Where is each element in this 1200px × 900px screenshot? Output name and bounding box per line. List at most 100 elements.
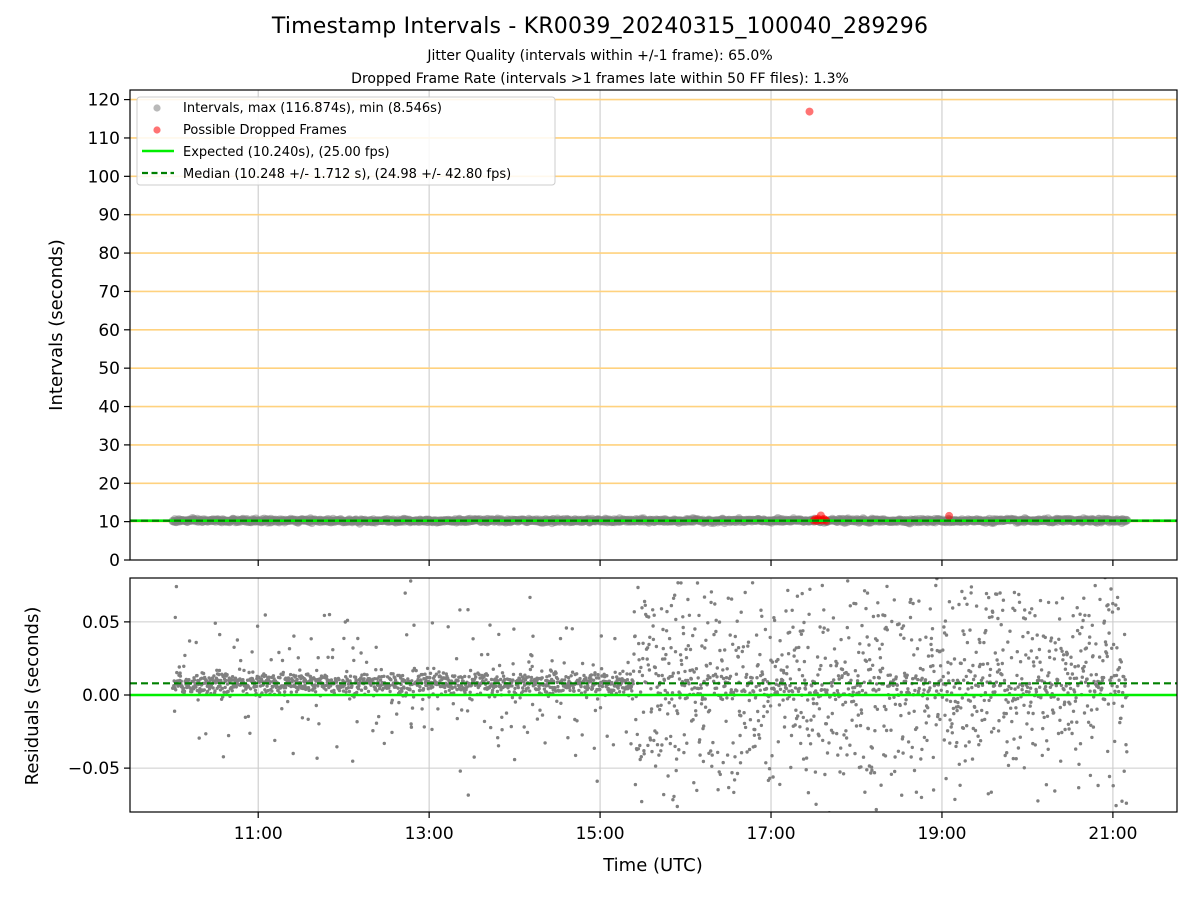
- residual-point: [405, 633, 409, 637]
- residual-point: [500, 671, 505, 675]
- residual-point: [1036, 799, 1040, 803]
- residual-point: [694, 667, 699, 671]
- residual-point: [579, 684, 583, 689]
- residual-point: [420, 672, 425, 677]
- residual-point: [885, 584, 889, 589]
- residual-point: [956, 704, 960, 709]
- residual-point: [566, 736, 570, 740]
- residual-point: [1059, 646, 1063, 651]
- residual-point: [672, 794, 676, 799]
- residual-point: [653, 665, 657, 670]
- residual-point: [1026, 841, 1029, 844]
- residual-point: [558, 636, 563, 641]
- residual-point: [714, 686, 719, 690]
- residual-point: [938, 717, 942, 722]
- residual-point: [873, 729, 877, 733]
- residual-point: [976, 684, 981, 688]
- residual-point: [893, 702, 898, 706]
- residual-point: [1017, 600, 1022, 604]
- residual-point: [1060, 730, 1064, 735]
- residual-point: [234, 685, 238, 689]
- residual-point: [591, 663, 595, 667]
- residual-point: [537, 686, 541, 691]
- residual-point: [776, 657, 780, 662]
- residual-point: [936, 712, 940, 717]
- residual-point: [1020, 684, 1025, 688]
- residual-point: [458, 769, 462, 773]
- residual-point: [973, 705, 977, 709]
- residual-point: [716, 788, 720, 792]
- residual-point: [631, 682, 635, 686]
- residual-point: [735, 689, 739, 693]
- residual-point: [491, 667, 495, 671]
- residual-point: [982, 508, 985, 511]
- residual-point: [942, 625, 946, 629]
- residual-point: [1037, 678, 1041, 682]
- residual-point: [671, 596, 676, 600]
- residual-point: [934, 723, 938, 727]
- residual-point: [212, 674, 216, 678]
- residual-point: [978, 739, 983, 743]
- residual-point: [1094, 642, 1098, 646]
- residual-point: [746, 640, 751, 644]
- residual-point: [1100, 819, 1103, 822]
- residual-point: [738, 761, 743, 765]
- residual-point: [1012, 737, 1016, 741]
- residual-point: [1072, 690, 1077, 694]
- residual-point: [454, 657, 459, 661]
- residual-point: [913, 688, 917, 693]
- residual-point: [806, 698, 810, 702]
- residual-point: [675, 804, 679, 809]
- residual-point: [1078, 742, 1083, 746]
- residual-point: [332, 688, 336, 693]
- residual-point: [931, 664, 935, 668]
- residual-point: [895, 687, 899, 692]
- top-y-tick-label: 90: [98, 206, 120, 226]
- residual-point: [554, 671, 558, 675]
- residual-point: [714, 618, 718, 622]
- residual-point: [883, 613, 887, 618]
- residual-point: [278, 676, 282, 680]
- residual-point: [565, 686, 569, 690]
- residual-point: [939, 688, 943, 692]
- residual-point: [857, 650, 861, 655]
- residual-point: [426, 687, 430, 691]
- residual-point: [610, 681, 614, 685]
- residual-point: [666, 712, 670, 716]
- residual-point: [667, 701, 671, 705]
- residual-point: [946, 671, 950, 675]
- residual-point: [1054, 683, 1059, 688]
- residual-point: [235, 638, 240, 642]
- residual-point: [306, 717, 310, 721]
- residual-point: [1025, 685, 1030, 689]
- residual-point: [1024, 689, 1029, 694]
- residual-point: [673, 650, 678, 654]
- residual-point: [437, 670, 441, 674]
- residual-point: [1060, 596, 1065, 600]
- top-y-tick-label: 20: [98, 474, 120, 494]
- residual-point: [1001, 598, 1006, 602]
- residual-point: [411, 689, 415, 694]
- residual-point: [830, 684, 834, 688]
- residual-point: [848, 604, 852, 608]
- residual-point: [892, 695, 896, 699]
- residual-point: [745, 750, 749, 754]
- residual-point: [490, 688, 495, 693]
- residual-point: [471, 637, 475, 641]
- residual-point: [996, 616, 1000, 621]
- residual-point: [850, 718, 854, 722]
- residual-point: [911, 677, 915, 681]
- residual-point: [1020, 688, 1024, 692]
- residual-point: [1090, 623, 1095, 627]
- residual-point: [898, 703, 902, 708]
- residual-point: [485, 673, 490, 677]
- residual-point: [732, 790, 736, 795]
- residual-point: [997, 719, 1001, 723]
- residual-point: [218, 684, 222, 688]
- residual-point: [743, 689, 747, 694]
- residual-point: [976, 561, 979, 564]
- residual-point: [677, 748, 681, 752]
- residual-point: [855, 679, 860, 683]
- residual-point: [1078, 612, 1082, 616]
- residual-point: [919, 795, 924, 800]
